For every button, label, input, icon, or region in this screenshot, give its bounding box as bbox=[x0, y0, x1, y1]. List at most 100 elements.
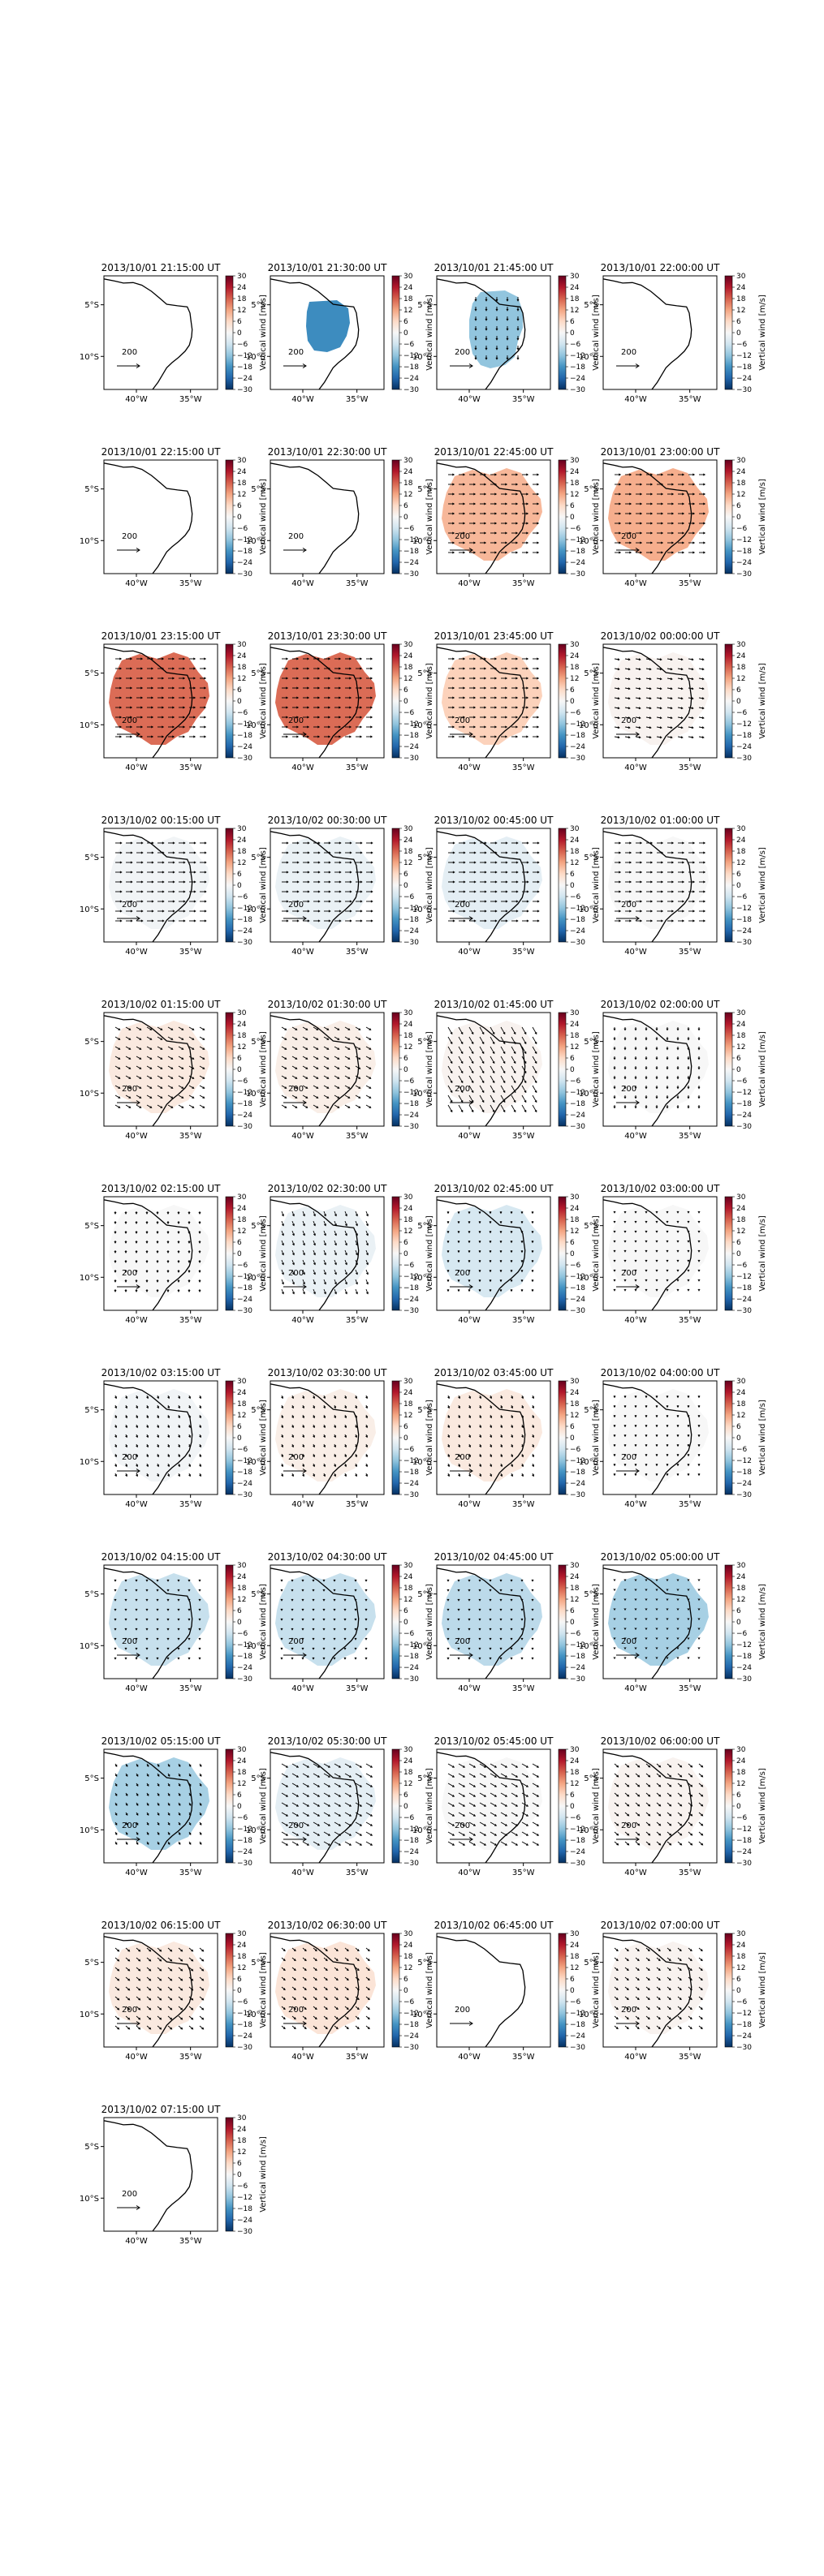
wind-arrow-head bbox=[687, 1288, 690, 1292]
colorbar-tick-label: 30 bbox=[403, 273, 413, 281]
wind-arrow-head bbox=[119, 861, 123, 864]
wind-arrow-head bbox=[286, 919, 289, 922]
wind-arrow-head bbox=[473, 522, 477, 525]
wind-arrow-head bbox=[313, 1474, 316, 1477]
colorbar-tick-label: −24 bbox=[403, 1296, 419, 1304]
wind-arrow-head bbox=[193, 861, 196, 864]
wind-arrow bbox=[468, 1085, 474, 1093]
wind-arrow-head bbox=[458, 1455, 461, 1458]
wind-arrow-head bbox=[360, 890, 363, 893]
colorbar-gradient bbox=[225, 1380, 234, 1495]
wind-arrow-head bbox=[317, 657, 321, 660]
wind-arrow-head bbox=[634, 1415, 637, 1418]
wind-arrow-head bbox=[484, 696, 487, 699]
wind-arrow-head bbox=[114, 1445, 118, 1448]
wind-arrow-head bbox=[650, 841, 654, 845]
wind-arrow-head bbox=[701, 668, 705, 671]
wind-arrow bbox=[281, 1249, 284, 1255]
wind-arrow-head bbox=[296, 725, 300, 729]
wind-arrow-head bbox=[188, 1589, 191, 1592]
wind-arrow-head bbox=[370, 900, 373, 903]
quiver-key-label: 200 bbox=[621, 1085, 636, 1094]
y-tick-label: 10°S bbox=[80, 721, 99, 730]
coastline bbox=[104, 278, 193, 389]
wind-arrow-head bbox=[500, 1426, 503, 1429]
axes-frame bbox=[602, 275, 718, 390]
wind-arrow-head bbox=[452, 512, 455, 515]
wind-arrow-head bbox=[670, 736, 673, 739]
colorbar-tick-label: −24 bbox=[403, 1112, 419, 1120]
y-tick-label: 5°S bbox=[251, 854, 265, 862]
wind-arrow bbox=[157, 1026, 162, 1030]
wind-arrow-head bbox=[291, 1435, 295, 1439]
wind-arrow-head bbox=[284, 1028, 287, 1030]
wind-arrow-head bbox=[479, 1445, 482, 1448]
wind-arrow-head bbox=[474, 338, 477, 341]
colorbar-gradient bbox=[558, 643, 567, 759]
wind-arrow-head bbox=[701, 658, 705, 661]
wind-arrow-head bbox=[337, 1086, 340, 1089]
wind-arrow bbox=[188, 1104, 194, 1108]
wind-arrow-head bbox=[494, 686, 498, 690]
wind-arrow-head bbox=[172, 900, 175, 903]
wind-arrow-head bbox=[645, 1279, 648, 1282]
wind-arrow bbox=[458, 1075, 464, 1083]
wind-arrow-head bbox=[307, 900, 310, 903]
wind-arrow-head bbox=[349, 686, 352, 690]
wind-arrow-head bbox=[328, 910, 331, 913]
wind-arrow-head bbox=[130, 686, 133, 690]
wind-arrow-head bbox=[204, 880, 207, 884]
colorbar-tick-label: −24 bbox=[570, 1480, 585, 1488]
wind-arrow-head bbox=[118, 1038, 121, 1040]
x-tick-label: 40°W bbox=[624, 1500, 647, 1509]
wind-arrow-head bbox=[494, 706, 498, 709]
wind-arrow bbox=[291, 1026, 297, 1030]
colorbar-tick-label: −6 bbox=[403, 341, 415, 349]
panel-title: 2013/10/02 02:30:00 UT bbox=[268, 1183, 387, 1194]
wind-arrow-head bbox=[358, 1047, 361, 1050]
quiver-key-label: 200 bbox=[122, 1269, 137, 1278]
y-tick-label: 5°S bbox=[417, 485, 432, 494]
wind-arrow-head bbox=[671, 473, 675, 476]
wind-arrow-head bbox=[177, 1270, 180, 1273]
colorbar-tick-label: −12 bbox=[736, 1089, 752, 1097]
wind-arrow-head bbox=[516, 531, 519, 535]
wind-arrow-head bbox=[485, 357, 488, 360]
wind-arrow-head bbox=[634, 1220, 637, 1223]
wind-arrow-head bbox=[334, 1292, 337, 1295]
wind-arrow-head bbox=[661, 919, 664, 922]
colorbar-tick-label: 24 bbox=[570, 1389, 580, 1397]
quiver-key-label: 200 bbox=[122, 901, 137, 910]
wind-arrow-head bbox=[526, 861, 529, 864]
wind-arrow-head bbox=[125, 1406, 128, 1409]
wind-arrow-head bbox=[204, 919, 207, 922]
wind-arrow-head bbox=[676, 1464, 679, 1467]
colorbar-tick-label: 24 bbox=[403, 1021, 413, 1029]
colorbar-tick-label: −6 bbox=[570, 1262, 581, 1270]
colorbar-tick-label: 24 bbox=[736, 1205, 746, 1213]
wind-arrow-head bbox=[356, 1282, 358, 1285]
wind-arrow-head bbox=[347, 1086, 351, 1089]
wind-arrow bbox=[313, 1288, 316, 1294]
colorbar-tick-label: 6 bbox=[403, 502, 408, 510]
wind-arrow-head bbox=[188, 1241, 191, 1244]
wind-arrow-head bbox=[494, 502, 498, 505]
wind-arrow-head bbox=[151, 900, 154, 903]
wind-arrow-head bbox=[140, 871, 144, 874]
wind-arrow-head bbox=[613, 1038, 616, 1041]
wind-arrow-head bbox=[670, 697, 673, 700]
wind-arrow-head bbox=[135, 1589, 138, 1592]
wind-arrow-head bbox=[687, 1269, 690, 1272]
wind-arrow-head bbox=[128, 1057, 132, 1060]
colorbar-label: Vertical wind [m/s] bbox=[259, 479, 268, 555]
wind-arrow-head bbox=[537, 522, 540, 525]
colorbar-tick-label: −12 bbox=[403, 1273, 419, 1281]
wind-arrow-head bbox=[355, 1416, 358, 1419]
wind-arrow bbox=[500, 1026, 506, 1034]
wind-arrow-head bbox=[284, 1047, 287, 1050]
quiver-key-label: 200 bbox=[455, 1085, 470, 1094]
colorbar-label: Vertical wind [m/s] bbox=[425, 295, 434, 371]
